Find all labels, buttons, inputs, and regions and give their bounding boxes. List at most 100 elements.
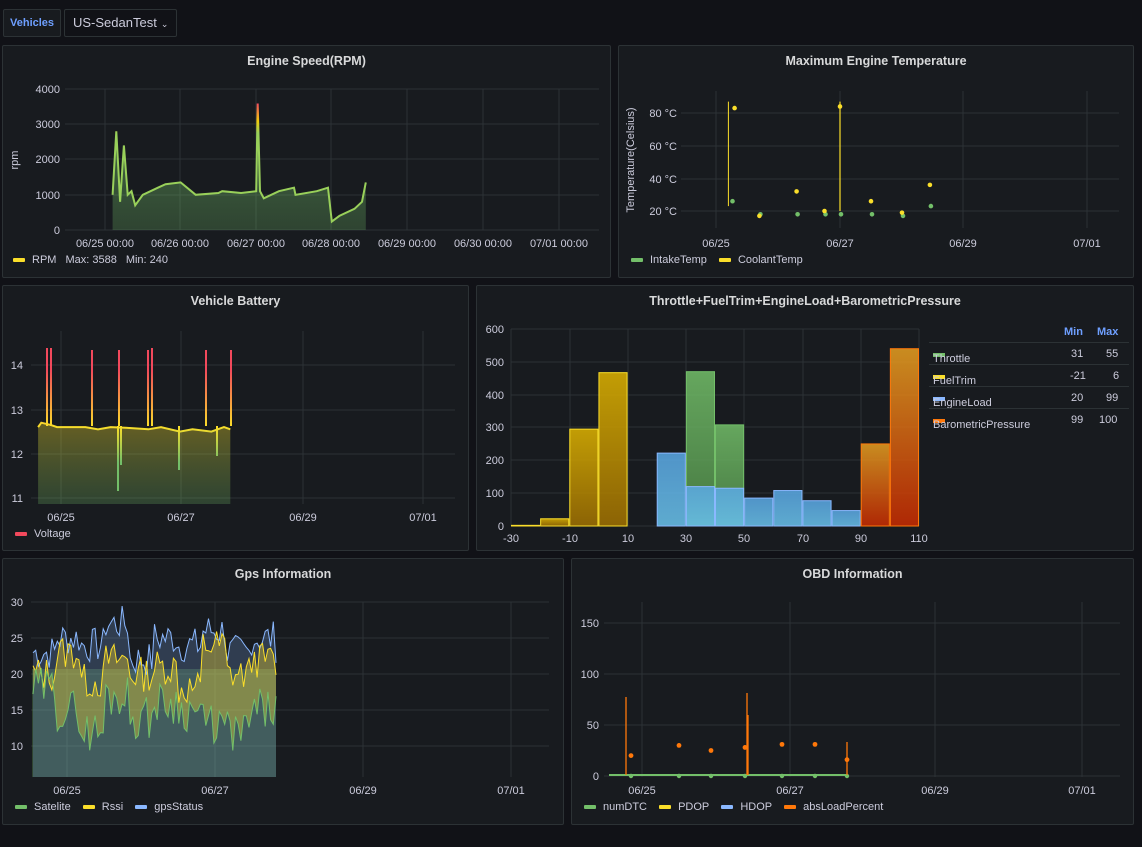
rpm-ytick: 4000: [36, 84, 60, 96]
legend-swatch: [15, 805, 27, 810]
panel-vehicle-battery[interactable]: Vehicle Battery 14 13 12 11 06/25 06/27 …: [2, 285, 469, 551]
battery-legend: Voltage: [15, 528, 80, 540]
legend-swatch: [721, 805, 734, 810]
legend-row-fueltrim[interactable]: FuelTrim -21 6: [929, 364, 1129, 387]
legend-min: -21: [1070, 370, 1086, 382]
legend-header-min[interactable]: Min: [1064, 326, 1083, 338]
hist-xtick: 10: [622, 533, 634, 545]
battery-xtick: 07/01: [409, 512, 437, 524]
legend-row-barometricpressure[interactable]: BarometricPressure 99 100: [929, 408, 1129, 431]
legend-swatch: [13, 258, 25, 263]
legend-item-absloadpercent[interactable]: absLoadPercent: [803, 801, 884, 813]
temp-xtick: 07/01: [1073, 238, 1101, 250]
obd-xtick: 07/01: [1068, 785, 1096, 797]
temp-point-coolanttemp: [927, 182, 933, 188]
histogram-bar-engineload: [773, 490, 803, 527]
obd-xtick: 06/25: [628, 785, 656, 797]
temp-ytick: 20 °C: [649, 206, 677, 218]
legend-item-pdop[interactable]: PDOP: [678, 801, 710, 813]
rpm-xtick: 07/01 00:00: [530, 238, 588, 250]
legend-item-hdop[interactable]: HDOP: [740, 801, 773, 813]
legend-row-engineload[interactable]: EngineLoad 20 99: [929, 386, 1129, 409]
rpm-xtick: 06/27 00:00: [227, 238, 285, 250]
battery-ytick: 14: [11, 360, 23, 372]
legend-item-numdtc[interactable]: numDTC: [603, 801, 648, 813]
gps-status-line: [32, 606, 277, 675]
temp-point-coolanttemp: [794, 189, 799, 194]
legend-item-voltage[interactable]: Voltage: [34, 528, 71, 540]
obd-grid: [604, 602, 1120, 777]
obd-numdtc-point: [628, 773, 634, 779]
obd-chart: 150 100 50 0 06/25 06/27 06/29 07/01: [581, 602, 1120, 797]
vehicle-select-value: US-SedanTest: [73, 15, 157, 30]
chevron-down-icon: ⌄: [160, 19, 169, 29]
panel-engine-speed[interactable]: Engine Speed(RPM) 4000 3000 2000 1000 0 …: [2, 45, 611, 278]
hist-ytick: 100: [486, 488, 504, 500]
panel-max-engine-temperature[interactable]: Maximum Engine Temperature 80 °C 60 °C 4…: [618, 45, 1134, 278]
panel-title: Maximum Engine Temperature: [785, 54, 967, 68]
legend-rpm-max: Max: 3588: [65, 254, 117, 266]
histogram-bar-engineload: [831, 510, 861, 527]
obd-numdtc-point: [844, 773, 850, 779]
legend-max: 55: [1106, 348, 1119, 360]
temp-chart: 80 °C 60 °C 40 °C 20 °C Temperature(Cels…: [625, 91, 1119, 250]
obd-xtick: 06/27: [776, 785, 804, 797]
legend-item-coolanttemp[interactable]: CoolantTemp: [737, 254, 803, 266]
hist-xtick: -30: [503, 533, 519, 545]
legend-header-max[interactable]: Max: [1097, 326, 1119, 338]
legend-max: 6: [1113, 370, 1120, 382]
legend-item-satelite[interactable]: Satelite: [34, 801, 71, 813]
panel-gps-information[interactable]: Gps Information 30 25 20 15 10 06/25 06/…: [2, 558, 564, 825]
obd-ytick: 150: [581, 618, 599, 630]
gps-ytick: 10: [11, 741, 23, 753]
gps-chart: 30 25 20 15 10 06/25 06/27 06/29 07/01: [11, 597, 549, 797]
legend-swatch: [933, 397, 945, 401]
legend-swatch: [584, 805, 596, 810]
temp-point-intaketemp: [730, 198, 735, 204]
rpm-legend: RPM Max: 3588 Min: 240: [13, 254, 168, 266]
legend-swatch: [933, 375, 945, 379]
legend-swatch: [631, 258, 643, 263]
legend-min: 99: [1071, 414, 1084, 426]
obd-ytick: 50: [587, 720, 599, 732]
obd-absload-point: [628, 753, 634, 758]
histogram-chart: 600 500 400 300 200 100 0 -30 -10 10 30 …: [486, 324, 928, 545]
hist-xtick: -10: [562, 533, 578, 545]
legend-name: EngineLoad: [933, 397, 992, 409]
obd-numdtc-point: [676, 773, 682, 779]
legend-item-rpm[interactable]: RPM: [32, 254, 57, 266]
obd-absload-point: [742, 745, 748, 750]
panel-throttle-fueltrim[interactable]: Throttle+FuelTrim+EngineLoad+BarometricP…: [476, 285, 1134, 551]
gps-ytick: 25: [11, 633, 23, 645]
gps-status-area: [33, 606, 276, 777]
temp-xtick: 06/27: [826, 238, 854, 250]
legend-name: FuelTrim: [933, 375, 976, 387]
gps-satelite-line: [32, 667, 277, 751]
legend-min: 31: [1071, 348, 1084, 360]
legend-item-gpsstatus[interactable]: gpsStatus: [154, 801, 204, 813]
legend-item-intaketemp[interactable]: IntakeTemp: [650, 254, 707, 266]
variable-label-vehicles: Vehicles: [3, 9, 62, 37]
gps-rssi-area: [33, 631, 276, 751]
gps-xtick: 07/01: [497, 785, 525, 797]
histogram-bar-barometricpressure: [889, 348, 920, 527]
vehicle-select[interactable]: US-SedanTest ⌄: [64, 9, 178, 37]
temp-ytick: 40 °C: [649, 174, 677, 186]
gps-xtick: 06/27: [201, 785, 229, 797]
legend-min: 20: [1071, 392, 1084, 404]
gps-xtick: 06/29: [349, 785, 377, 797]
rpm-xtick: 06/28 00:00: [302, 238, 360, 250]
histogram-bar-fueltrim: [569, 428, 599, 527]
legend-name: Throttle: [933, 353, 971, 365]
temp-point-intaketemp: [795, 211, 800, 217]
temp-legend: IntakeTemp CoolantTemp: [631, 254, 812, 266]
obd-absload-point: [708, 748, 714, 753]
histogram-bar-engineload: [802, 500, 832, 527]
temp-ytick: 80 °C: [649, 108, 677, 120]
histogram-legend-table: Min Max Throttle 31 55 FuelTrim -21 6 En…: [929, 322, 1129, 431]
legend-row-throttle[interactable]: Throttle 31 55: [929, 342, 1129, 365]
legend-header: Min Max: [929, 322, 1129, 342]
histogram-bar-engineload: [715, 487, 745, 527]
legend-item-rssi[interactable]: Rssi: [101, 801, 124, 813]
panel-obd-information[interactable]: OBD Information 150 100 50 0 06/25 06/27…: [571, 558, 1134, 825]
